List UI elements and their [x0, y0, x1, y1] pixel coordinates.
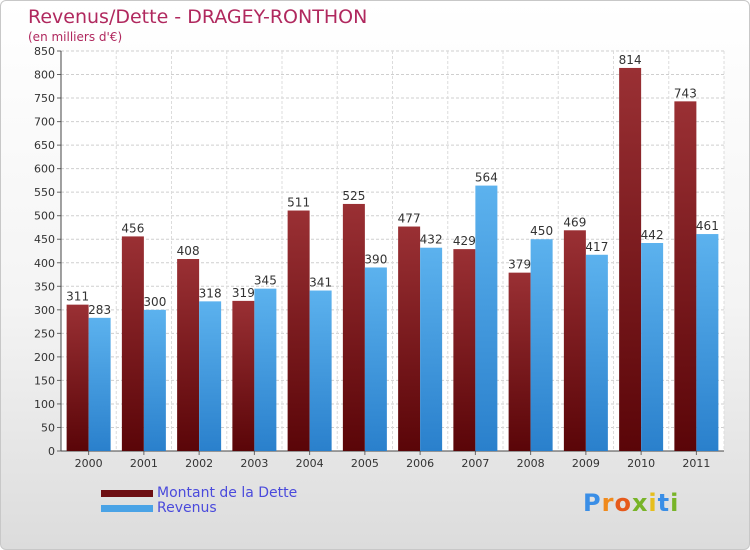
y-tick-label: 700 [34, 116, 55, 129]
y-tick-label: 50 [41, 421, 55, 434]
bar-debt [398, 226, 421, 451]
data-label-debt: 429 [453, 234, 476, 248]
chart-subtitle: (en milliers d'€) [28, 30, 123, 44]
logo-letter: i [670, 489, 680, 517]
x-tick-label: 2010 [627, 457, 655, 470]
bar-debt [453, 249, 476, 451]
x-tick-label: 2004 [296, 457, 324, 470]
bar-revenue [254, 288, 277, 451]
bar-revenue [309, 290, 332, 451]
data-label-debt: 511 [287, 196, 310, 210]
bar-revenue [641, 243, 664, 451]
x-tick-label: 2005 [351, 457, 379, 470]
data-label-revenue: 341 [309, 276, 332, 290]
data-label-revenue: 300 [143, 295, 166, 309]
bar-revenue [585, 254, 608, 451]
bar-debt [177, 259, 200, 451]
bar-debt [619, 67, 642, 452]
data-label-debt: 814 [619, 53, 642, 67]
y-tick-label: 150 [34, 374, 55, 387]
data-label-revenue: 432 [420, 233, 443, 247]
legend-label-revenue: Revenus [157, 500, 217, 516]
y-tick-label: 650 [34, 139, 55, 152]
data-label-revenue: 345 [254, 274, 277, 288]
x-tick-label: 2009 [572, 457, 600, 470]
data-label-revenue: 442 [641, 228, 664, 242]
bar-debt [287, 210, 310, 451]
proxiti-logo: Proxiti [583, 489, 679, 517]
y-tick-label: 400 [34, 257, 55, 270]
x-tick-label: 2003 [240, 457, 268, 470]
data-label-revenue: 390 [364, 252, 387, 266]
data-label-revenue: 564 [475, 171, 498, 185]
x-tick-label: 2008 [517, 457, 545, 470]
bar-revenue [143, 309, 166, 451]
y-tick-label: 0 [48, 445, 55, 458]
data-label-debt: 311 [66, 290, 89, 304]
logo-letter: o [614, 489, 632, 517]
bar-revenue [199, 301, 222, 451]
y-tick-label: 500 [34, 210, 55, 223]
logo-letter: r [601, 489, 615, 517]
bar-debt [342, 203, 365, 451]
x-tick-label: 2011 [682, 457, 710, 470]
y-tick-label: 750 [34, 92, 55, 105]
bar-debt [121, 236, 144, 451]
data-label-revenue: 283 [88, 303, 111, 317]
logo-letter: i [648, 489, 658, 517]
data-label-debt: 743 [674, 86, 697, 100]
data-label-debt: 469 [563, 215, 586, 229]
bar-revenue [696, 234, 719, 451]
x-tick-label: 2002 [185, 457, 213, 470]
y-tick-label: 350 [34, 280, 55, 293]
grid-layer [57, 50, 725, 455]
legend-swatch-debt [101, 490, 153, 497]
y-tick-label: 600 [34, 163, 55, 176]
label-layer: 0 50 100 150 200 250 300 350 400 450 500 550 600 650 7… [34, 45, 719, 470]
y-tick-label: 800 [34, 69, 55, 82]
data-label-revenue: 318 [199, 286, 222, 300]
logo-letter: x [631, 489, 649, 517]
y-tick-label: 100 [34, 398, 55, 411]
y-tick-label: 850 [34, 45, 55, 58]
logo-letter: t [657, 489, 671, 517]
x-tick-label: 2006 [406, 457, 434, 470]
bar-debt [508, 272, 531, 451]
y-tick-label: 550 [34, 186, 55, 199]
x-tick-label: 2007 [461, 457, 489, 470]
legend-label-debt: Montant de la Dette [157, 485, 298, 501]
legend-swatch-revenue [101, 505, 153, 512]
bar-debt [674, 101, 697, 452]
data-label-debt: 379 [508, 258, 531, 272]
data-label-revenue: 461 [696, 219, 719, 233]
chart-title: Revenus/Dette - DRAGEY-RONTHON [28, 6, 368, 28]
bar-layer [66, 67, 719, 452]
y-tick-label: 300 [34, 304, 55, 317]
x-tick-label: 2001 [130, 457, 158, 470]
bar-debt [232, 300, 255, 451]
bar-revenue [364, 267, 387, 451]
y-tick-label: 250 [34, 327, 55, 340]
bar-revenue [530, 239, 553, 451]
logo-letter: P [583, 489, 602, 517]
bar-revenue [88, 317, 111, 451]
bar-revenue [420, 247, 443, 451]
x-tick-label: 2000 [75, 457, 103, 470]
data-label-debt: 525 [342, 189, 365, 203]
bar-revenue [475, 185, 498, 451]
data-label-debt: 408 [177, 244, 200, 258]
data-label-debt: 319 [232, 286, 255, 300]
data-label-revenue: 450 [530, 224, 553, 238]
data-label-debt: 477 [398, 212, 421, 226]
bar-debt [66, 304, 89, 451]
y-tick-label: 450 [34, 233, 55, 246]
data-label-revenue: 417 [585, 240, 608, 254]
data-label-debt: 456 [121, 221, 144, 235]
bar-debt [563, 230, 586, 451]
y-tick-label: 200 [34, 351, 55, 364]
